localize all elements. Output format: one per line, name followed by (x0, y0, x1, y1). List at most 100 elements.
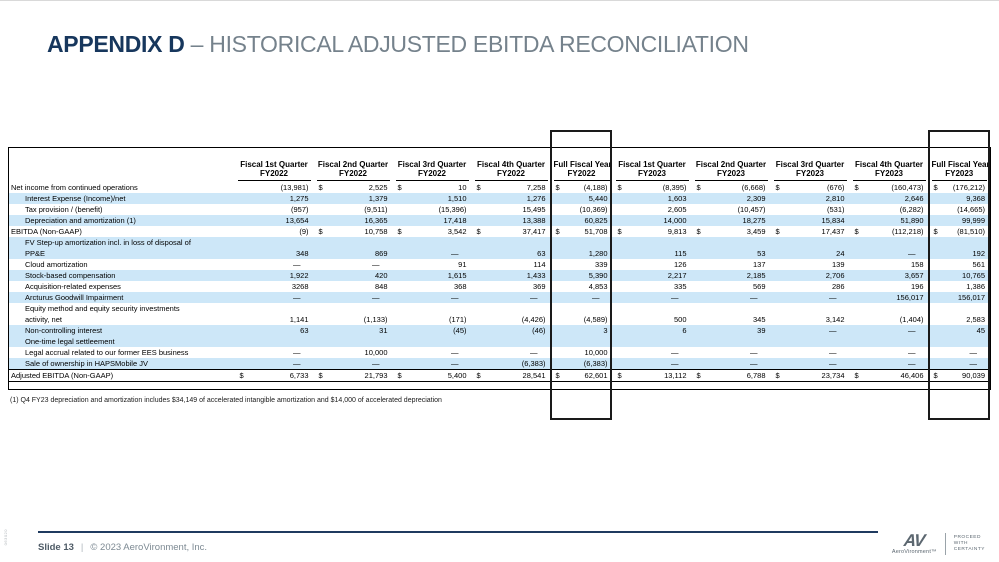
table-cell: (531) (771, 204, 850, 215)
cell-value: 9,813 (667, 226, 687, 236)
table-cell: — (691, 291, 771, 303)
table-cell: 17,418 (392, 214, 472, 226)
cell-value: (1,133) (363, 314, 388, 324)
table-cell: 31 (313, 324, 393, 336)
column-header-2: Fiscal 2nd Quarter FY2022 (314, 148, 393, 182)
dollar-sign: $ (555, 182, 560, 192)
table-cell: — (313, 357, 393, 369)
table-cell: 156,017 (849, 291, 929, 303)
ebitda-reconciliation-table: Fiscal 1st Quarter FY2022 Fiscal 2nd Quart… (8, 147, 991, 390)
cell-value: 369 (532, 281, 546, 291)
cell-value: — (451, 248, 459, 258)
footer-divider-line (38, 531, 878, 533)
table-cell: — (770, 357, 850, 369)
table-cell: — (393, 347, 472, 358)
dollar-sign: $ (696, 226, 701, 236)
table-cell: $ (6,668) (692, 182, 771, 193)
table-cell: 2,646 (849, 192, 929, 204)
cell-value: 1,379 (368, 193, 388, 203)
table-cell: 561 (929, 259, 991, 270)
cell-value: 6,733 (289, 370, 309, 380)
table-cell: $ (8,395) (613, 182, 692, 193)
dollar-sign: $ (775, 226, 780, 236)
table-cell: — (314, 259, 393, 270)
cell-value: — (908, 325, 916, 335)
table-cell: 1,280 (550, 236, 613, 259)
table-cell: 18,275 (691, 214, 771, 226)
table-cell: (6,282) (850, 204, 929, 215)
table-cell: 99,999 (928, 214, 991, 226)
av-logo: AV AeroVironment™ (892, 531, 937, 555)
table-cell: — (235, 259, 314, 270)
cell-value: 1,275 (289, 193, 309, 203)
cell-value: (6,383) (583, 358, 608, 368)
column-header-9: Fiscal 4th Quarter FY2023 (850, 148, 929, 182)
page-title: APPENDIX D – HISTORICAL ADJUSTED EBITDA … (47, 31, 749, 58)
cell-value: 45 (976, 325, 985, 335)
cell-value: — (908, 358, 916, 368)
cell-value: 2,646 (904, 193, 924, 203)
cell-value: 115 (674, 248, 687, 258)
cell-value: 63 (537, 248, 546, 258)
cell-value: — (451, 358, 459, 368)
table-cell: (9) (235, 226, 314, 237)
table-cell: 345 (692, 303, 771, 325)
table-cell: — (691, 357, 771, 369)
row-label: Non-controlling interest (8, 324, 235, 336)
table-cell: 339 (551, 259, 613, 270)
cell-value: 156,017 (957, 292, 985, 302)
cell-value: (46) (532, 325, 546, 335)
cell-value: 561 (972, 259, 985, 269)
row-label: Cloud amortization (25, 259, 88, 269)
cell-value: 2,525 (368, 182, 388, 192)
table-cell: (13,981) (235, 182, 314, 193)
column-header-6: Fiscal 1st Quarter FY2023 (613, 148, 692, 182)
table-cell: 6 (612, 324, 692, 336)
table-cell: (10,457) (692, 204, 771, 215)
cell-value: (15,396) (438, 204, 467, 214)
table-cell: 348 (234, 236, 314, 259)
cell-value: 53 (757, 248, 766, 258)
table-cell (392, 335, 472, 347)
table-cell: (171) (393, 303, 472, 325)
row-label: Equity method and equity security invest… (25, 303, 180, 324)
table-cell: 4,853 (551, 281, 613, 292)
table-cell: 13,654 (234, 214, 314, 226)
cell-value: — (592, 292, 600, 302)
cell-value: 7,258 (526, 182, 546, 192)
cell-value: 5,390 (588, 270, 608, 280)
cell-value: 28,541 (522, 370, 546, 380)
table-cell: $13,112 (612, 368, 692, 382)
table-cell: $9,813 (613, 226, 692, 237)
row-label: Acquisition-related expenses (25, 281, 121, 291)
table-cell: $ (176,212) (929, 182, 991, 193)
table-cell: 53 (691, 236, 771, 259)
cell-value: (10,457) (737, 204, 766, 214)
table-cell (612, 335, 692, 347)
cell-value: 13,388 (522, 215, 546, 225)
cell-value: — (671, 292, 679, 302)
table-row: Interest Expense (Income)/net 1,275 1,379 1… (8, 192, 991, 204)
table-cell: 3268 (235, 281, 314, 292)
table-cell: (9,511) (314, 204, 393, 215)
column-header-3: Fiscal 3rd Quarter FY2022 (393, 148, 472, 182)
table-cell: (957) (235, 204, 314, 215)
table-cell: $2,525 (314, 182, 393, 193)
dollar-sign: $ (617, 370, 622, 380)
table-row: EBITDA (Non-GAAP) (9) $10,758 $3,542 $37,417… (9, 226, 991, 237)
table-cell: 137 (692, 259, 771, 270)
row-label: Net income from continued operations (11, 182, 138, 192)
table-cell: 3,142 (771, 303, 850, 325)
table-cell (234, 335, 314, 347)
cell-value: 51,890 (900, 215, 924, 225)
cell-value: 1,922 (289, 270, 309, 280)
table-cell (471, 335, 551, 347)
row-label: Depreciation and amortization (1) (8, 214, 235, 226)
cell-value: 15,834 (821, 215, 845, 225)
table-cell: (1,133) (314, 303, 393, 325)
table-row: Sale of ownership in HAPSMobile JV — — — (6,… (8, 357, 991, 369)
cell-value: — (293, 292, 301, 302)
cell-value: 1,141 (289, 314, 309, 324)
cell-value: (6,383) (521, 358, 546, 368)
table-cell: — (235, 347, 314, 358)
